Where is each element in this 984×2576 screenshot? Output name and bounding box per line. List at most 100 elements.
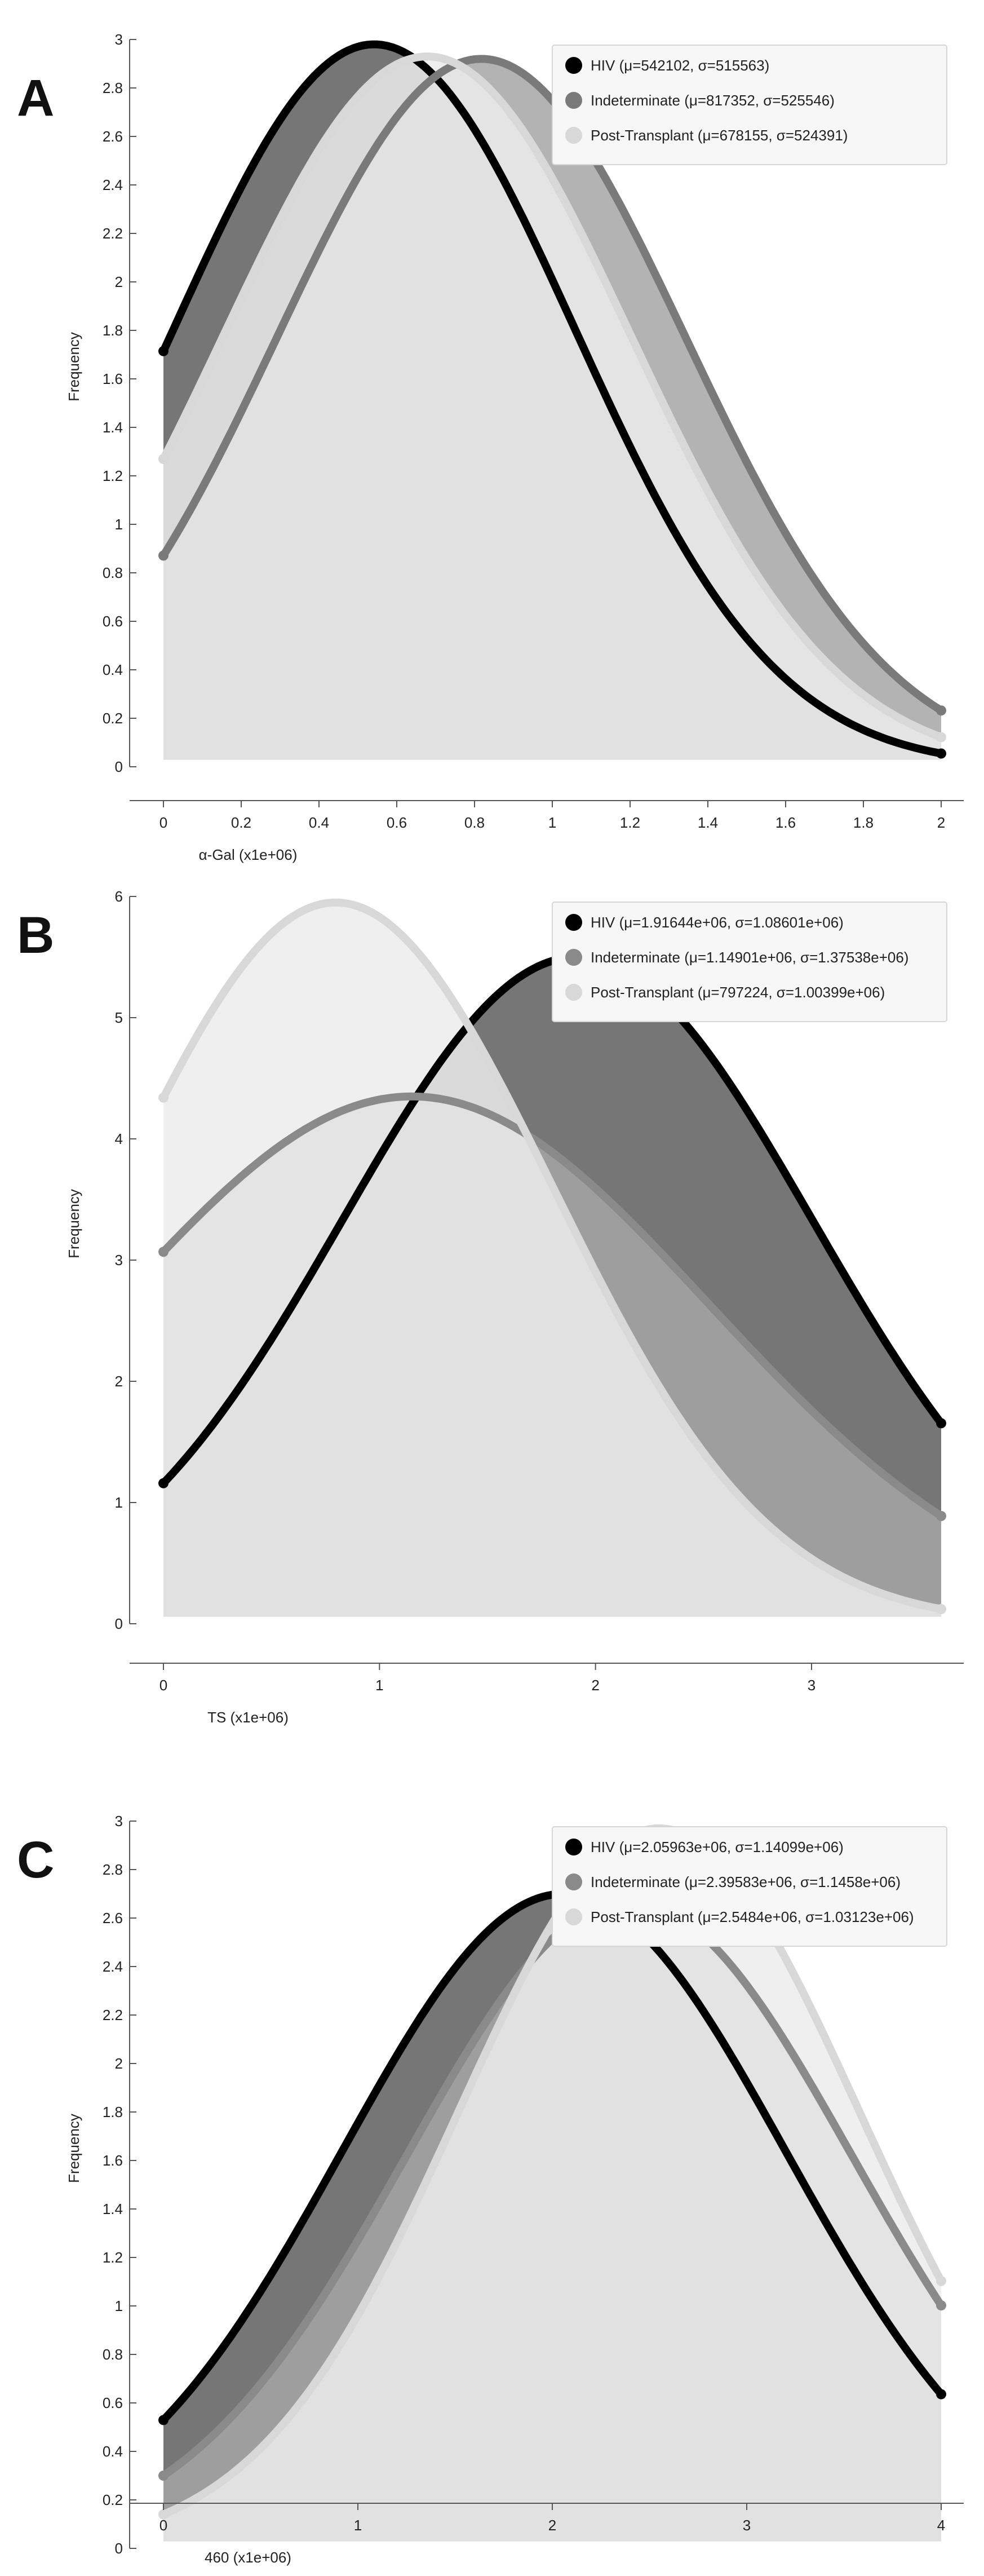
series-endpoint-3-end [936, 732, 946, 743]
legend-swatch-3 [565, 127, 582, 144]
series-endpoint-3-end [936, 1604, 946, 1614]
y-tick-label: 1.4 [103, 419, 123, 436]
y-tick-label: 1.2 [103, 2249, 123, 2266]
x-axis-label: TS (x1e+06) [207, 1709, 289, 1726]
x-tick-label: 0 [159, 814, 167, 831]
x-tick-label: 2 [591, 1677, 599, 1694]
series-area-3 [163, 902, 941, 1617]
y-tick-label: 3 [115, 31, 123, 48]
legend [552, 902, 947, 1022]
y-axis-label: Frequency [65, 1189, 82, 1258]
y-tick-label: 3 [115, 1252, 123, 1269]
y-tick-label: 2.8 [103, 1861, 123, 1878]
panel-a: A 0 0.2 0.4 0.6 0.8 1 1.2 1.4 1.6 1.8 2 2.2 2.4 2.6 2.8… [17, 31, 964, 863]
y-tick-label: 2 [115, 2055, 123, 2072]
y-tick-label: 1.2 [103, 467, 123, 484]
series-endpoint-2-start [158, 1247, 169, 1257]
x-tick-label: 2 [937, 814, 945, 831]
panel-b: B 0 1 2 3 4 5 6 0 1 2 3 TS (x1e+06) Frequency HIV (μ=1… [17, 888, 964, 1726]
legend [552, 45, 947, 165]
y-tick-label: 0.6 [103, 613, 123, 630]
y-tick-label: 1.6 [103, 370, 123, 387]
y-tick-label: 2.6 [103, 1910, 123, 1927]
y-tick-label: 1.8 [103, 322, 123, 339]
x-tick-label: 1.6 [775, 814, 796, 831]
y-tick-label: 5 [115, 1009, 123, 1026]
series-endpoint-2-end [936, 1510, 946, 1521]
x-tick-label: 0.4 [309, 814, 329, 831]
y-tick-label: 0.2 [103, 2491, 123, 2508]
series-endpoint-2-start [158, 550, 169, 561]
series-endpoint-1-end [936, 2389, 946, 2400]
x-axis-label: 460 (x1e+06) [205, 2549, 291, 2566]
x-tick-label: 0.6 [387, 814, 407, 831]
y-tick-label: 0.4 [103, 661, 123, 678]
x-tick-label: 1.4 [698, 814, 718, 831]
x-tick-label: 1.8 [853, 814, 874, 831]
series-line-3 [159, 898, 945, 1613]
y-tick-label: 2.4 [103, 1958, 123, 1975]
legend-swatch-2 [565, 949, 582, 966]
y-tick-label: 6 [115, 888, 123, 905]
x-tick-label: 4 [937, 2517, 945, 2534]
y-tick-label: 4 [115, 1130, 123, 1147]
legend-entry-2: Indeterminate (μ=1.14901e+06, σ=1.37538e… [591, 949, 908, 966]
y-tick-label: 0 [115, 758, 123, 775]
series-endpoint-1-start [158, 1478, 169, 1488]
legend-swatch-1 [565, 1839, 582, 1855]
y-tick-label: 0.6 [103, 2394, 123, 2411]
legend-entry-3: Post-Transplant (μ=797224, σ=1.00399e+06… [591, 984, 885, 1001]
y-tick-label: 2 [115, 1373, 123, 1390]
panel-label: B [17, 907, 54, 964]
series-endpoint-1-start [158, 2415, 169, 2425]
x-tick-label: 0 [159, 2517, 167, 2534]
x-tick-label: 3 [743, 2517, 751, 2534]
y-tick-label: 2.8 [103, 79, 123, 96]
y-tick-label: 1.8 [103, 2104, 123, 2120]
y-tick-label: 2.4 [103, 176, 123, 193]
x-tick-label: 2 [548, 2517, 556, 2534]
legend-entry-2: Indeterminate (μ=817352, σ=525546) [591, 92, 835, 109]
series-area-3 [163, 56, 941, 760]
panel-label: C [17, 1831, 54, 1889]
legend-entry-1: HIV (μ=542102, σ=515563) [591, 57, 769, 74]
panel-c: C 0 0.2 0.4 0.6 0.8 1 1.2 1.4 1.6 1.8 2 2.2 2.4 2.6 2.8… [17, 1813, 964, 2566]
y-tick-label: 0.8 [103, 564, 123, 581]
series-endpoint-2-start [158, 2471, 169, 2481]
series-line-1 [159, 40, 945, 758]
series-line-2 [159, 1092, 945, 1520]
series-endpoint-3-start [158, 1092, 169, 1103]
series-endpoint-3-start [158, 2509, 169, 2520]
y-tick-label: 1 [115, 516, 123, 533]
legend-entry-2: Indeterminate (μ=2.39583e+06, σ=1.1458e+… [591, 1874, 901, 1890]
y-axis-label: Frequency [65, 2114, 82, 2183]
series-endpoint-1-start [158, 346, 169, 356]
y-tick-label: 1 [115, 1494, 123, 1511]
x-tick-label: 0 [159, 1677, 167, 1694]
y-tick-label: 0.2 [103, 710, 123, 727]
legend-swatch-2 [565, 92, 582, 109]
y-tick-label: 1 [115, 2297, 123, 2314]
legend-entry-1: HIV (μ=2.05963e+06, σ=1.14099e+06) [591, 1839, 844, 1855]
y-tick-label: 2 [115, 273, 123, 290]
series-endpoint-2-end [936, 2300, 946, 2311]
legend-swatch-2 [565, 1874, 582, 1890]
series-line-3 [159, 52, 945, 741]
x-tick-label: 1 [354, 2517, 362, 2534]
legend-entry-3: Post-Transplant (μ=678155, σ=524391) [591, 127, 848, 144]
legend-entry-3: Post-Transplant (μ=2.5484e+06, σ=1.03123… [591, 1908, 914, 1925]
legend-swatch-1 [565, 914, 582, 931]
x-tick-label: 0.8 [464, 814, 485, 831]
y-tick-label: 2.6 [103, 128, 123, 145]
y-tick-label: 2.2 [103, 2007, 123, 2023]
series-endpoint-3-start [158, 454, 169, 464]
y-tick-label: 0.4 [103, 2443, 123, 2460]
panel-label: A [17, 69, 54, 127]
series-area-3 [163, 1828, 941, 2542]
x-tick-label: 0.2 [231, 814, 251, 831]
x-tick-label: 1 [375, 1677, 383, 1694]
y-tick-label: 0 [115, 1615, 123, 1632]
series-endpoint-1-end [936, 1418, 946, 1429]
